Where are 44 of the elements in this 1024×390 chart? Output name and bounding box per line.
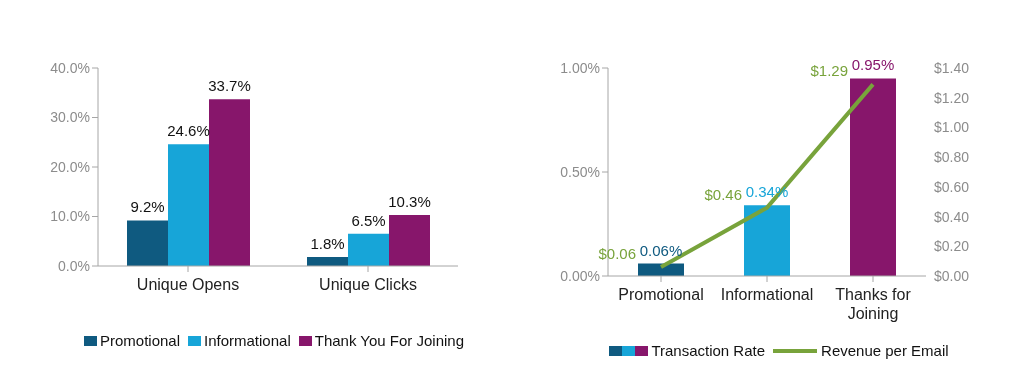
y2-tick-label: $0.80 [934, 149, 970, 166]
bar [348, 233, 389, 266]
bar [127, 220, 168, 266]
y-tick-label: 0.0% [58, 257, 90, 274]
data-label: 9.2% [130, 198, 165, 216]
data-label: 0.95% [851, 56, 895, 74]
y-tick-label: 10.0% [50, 208, 90, 225]
data-label: 0.06% [639, 241, 683, 259]
data-label: $0.46 [704, 185, 742, 203]
x-tick-label: Unique Opens [136, 276, 240, 293]
bar [744, 205, 790, 276]
y-tick-label: 0.50% [560, 163, 600, 180]
y2-tick-label: $0.60 [934, 178, 970, 195]
legend-label: Informational [203, 332, 291, 349]
y2-tick-label: $0.40 [934, 208, 970, 225]
y-tick-label: 20.0% [50, 158, 90, 175]
data-label: 33.7% [208, 77, 251, 95]
bar [389, 215, 430, 266]
data-label: 6.5% [351, 211, 386, 229]
legend-label: Revenue per Email [820, 342, 949, 359]
data-label: 10.3% [388, 193, 431, 211]
bar [307, 257, 348, 266]
bar [850, 78, 896, 276]
y2-tick-label: $0.00 [934, 267, 970, 284]
y2-tick-label: $1.20 [934, 89, 970, 106]
data-label: $1.29 [810, 62, 848, 80]
x-tick-label: Promotional [618, 286, 704, 303]
y2-tick-label: $1.00 [934, 119, 970, 136]
data-label: $0.06 [598, 245, 636, 263]
y-tick-label: 1.00% [560, 59, 600, 76]
bar [209, 99, 250, 266]
legend-label: Promotional [98, 332, 181, 349]
y2-tick-label: $1.40 [934, 59, 970, 76]
y-tick-label: 40.0% [50, 59, 90, 76]
bar [168, 144, 209, 266]
x-tick-label: Unique Clicks [319, 276, 417, 293]
legend-label: Transaction Rate [650, 342, 766, 359]
x-tick-label: Informational [720, 286, 814, 303]
data-label: 1.8% [310, 235, 345, 253]
x-tick-label: Thanks for Joining [835, 286, 912, 322]
y2-tick-label: $0.20 [934, 238, 970, 255]
y-tick-label: 30.0% [50, 109, 90, 126]
y-tick-label: 0.00% [560, 267, 600, 284]
legend-label: Thank You For Joining [313, 332, 465, 349]
